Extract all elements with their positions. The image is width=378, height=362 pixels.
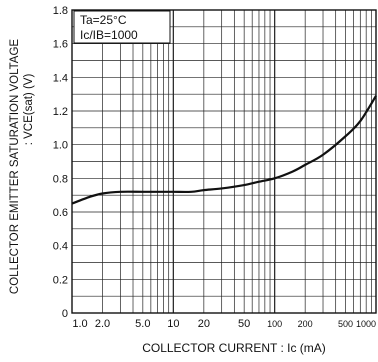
x-axis-label: COLLECTOR CURRENT : Ic (mA) xyxy=(142,341,326,355)
grid-lines xyxy=(72,10,376,313)
x-tick-label: 500 xyxy=(338,319,353,329)
y-tick-label: 0.4 xyxy=(53,241,68,253)
x-tick-labels: 1.0 2.0 5.0 10 20 50 100 200 500 1000 xyxy=(72,318,376,330)
y-tick-label: 1.0 xyxy=(53,140,68,152)
x-tick-label: 5.0 xyxy=(135,318,150,330)
x-tick-label: 1.0 xyxy=(72,318,87,330)
x-tick-label: 200 xyxy=(298,319,313,329)
y-tick-label: 0.2 xyxy=(53,274,68,286)
series-line xyxy=(71,95,377,205)
x-tick-label: 20 xyxy=(198,318,210,330)
annotation-temperature: Ta=25°C xyxy=(80,13,127,27)
y-tick-label: 1.4 xyxy=(53,72,68,84)
y-tick-label: 1.6 xyxy=(53,39,68,51)
x-tick-label: 10 xyxy=(167,318,179,330)
x-tick-label: 100 xyxy=(267,319,282,329)
annotation-current-ratio: Ic/IB=1000 xyxy=(80,28,138,42)
y-tick-label: 1.2 xyxy=(53,106,68,118)
x-tick-label: 2.0 xyxy=(95,318,110,330)
annotation-box: Ta=25°C Ic/IB=1000 xyxy=(73,10,171,44)
y-tick-label: 0.8 xyxy=(53,173,68,185)
y-tick-label: 1.8 xyxy=(53,5,68,17)
y-tick-labels: 0 0.2 0.4 0.6 0.8 1.0 1.2 1.4 1.6 1.8 xyxy=(53,5,68,320)
plot-frame xyxy=(71,9,377,314)
x-tick-label: 1000 xyxy=(356,319,376,329)
annotation-background xyxy=(73,10,171,44)
x-tick-label: 50 xyxy=(238,318,250,330)
y-axis-label-line1: COLLECTOR EMITTER SATURATION VOLTAGE xyxy=(9,39,21,294)
y-axis-label-line2: : VCE(sat) (V) xyxy=(23,74,35,146)
y-tick-label: 0.6 xyxy=(53,207,68,219)
y-tick-label: 0 xyxy=(62,308,68,320)
